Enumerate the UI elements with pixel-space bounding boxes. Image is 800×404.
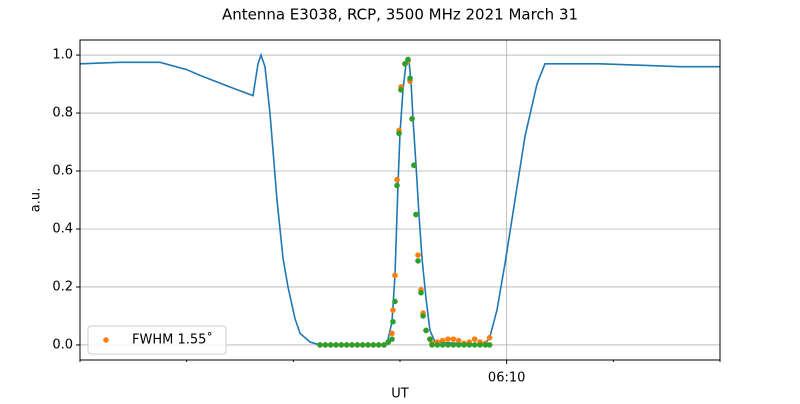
- y-tick-label: 0.8: [52, 106, 73, 121]
- x-tick-label: 06:10: [488, 371, 525, 386]
- data-point: [365, 342, 371, 348]
- data-point: [439, 337, 446, 344]
- data-point: [394, 182, 400, 189]
- data-point: [405, 56, 411, 63]
- data-point: [486, 342, 493, 348]
- data-point: [429, 342, 435, 348]
- data-point: [445, 342, 451, 348]
- data-point: [439, 342, 446, 348]
- data-point: [381, 342, 387, 348]
- data-point: [423, 327, 429, 334]
- y-tick-label: 0.6: [52, 164, 73, 179]
- data-point: [415, 252, 421, 258]
- data-point: [333, 342, 339, 348]
- data-point: [398, 87, 404, 93]
- data-point: [407, 75, 413, 82]
- data-point: [415, 258, 421, 264]
- data-point: [418, 289, 424, 296]
- x-axis-label: UT: [391, 387, 409, 401]
- y-tick-label: 0.4: [52, 221, 73, 236]
- chart-title: Antenna E3038, RCP, 3500 MHz 2021 March …: [222, 6, 578, 24]
- data-point: [354, 342, 361, 348]
- data-point: [477, 342, 483, 348]
- data-point: [349, 342, 355, 348]
- data-point: [389, 336, 395, 342]
- data-point: [471, 342, 478, 348]
- data-point: [455, 337, 462, 344]
- data-point: [338, 342, 345, 348]
- data-point: [343, 342, 350, 348]
- data-point: [411, 162, 417, 169]
- data-point: [461, 342, 467, 348]
- data-point: [445, 336, 451, 342]
- data-point: [455, 342, 462, 348]
- data-point: [317, 342, 323, 348]
- data-point: [402, 60, 408, 67]
- grid: [80, 40, 720, 360]
- data-point: [409, 116, 415, 122]
- data-point: [482, 342, 489, 348]
- legend-box: [87, 325, 227, 355]
- data-point: [450, 336, 457, 342]
- y-tick-label: 0.0: [52, 337, 73, 352]
- data-point: [396, 130, 402, 137]
- y-axis-label: a.u.: [29, 188, 44, 212]
- data-point: [394, 176, 400, 183]
- data-point: [389, 330, 395, 337]
- y-tick-label: 1.0: [52, 48, 73, 63]
- data-point: [486, 334, 493, 341]
- data-point: [427, 336, 433, 342]
- data-point: [466, 342, 473, 348]
- data-point: [327, 342, 334, 348]
- legend-label: FWHM 1.55˚: [132, 332, 213, 348]
- y-tick-label: 0.2: [52, 279, 73, 294]
- data-point: [359, 342, 366, 348]
- data-point: [322, 342, 329, 348]
- data-point: [434, 342, 441, 348]
- axes: 0.0 0.2 0.4 0.6 0.8 1.0 06:10 FWHM 1.55˚: [52, 48, 721, 386]
- data-line: [80, 52, 720, 346]
- data-point: [370, 342, 377, 348]
- data-point: [375, 342, 382, 348]
- data-point: [420, 313, 426, 319]
- data-point: [413, 211, 419, 218]
- data-point: [450, 342, 457, 348]
- legend-marker: [103, 337, 109, 343]
- data-point: [392, 298, 398, 305]
- data-point: [471, 336, 478, 342]
- data-point: [392, 272, 398, 279]
- data-point: [390, 307, 396, 313]
- data-point: [390, 318, 396, 325]
- plot-area: [80, 52, 720, 348]
